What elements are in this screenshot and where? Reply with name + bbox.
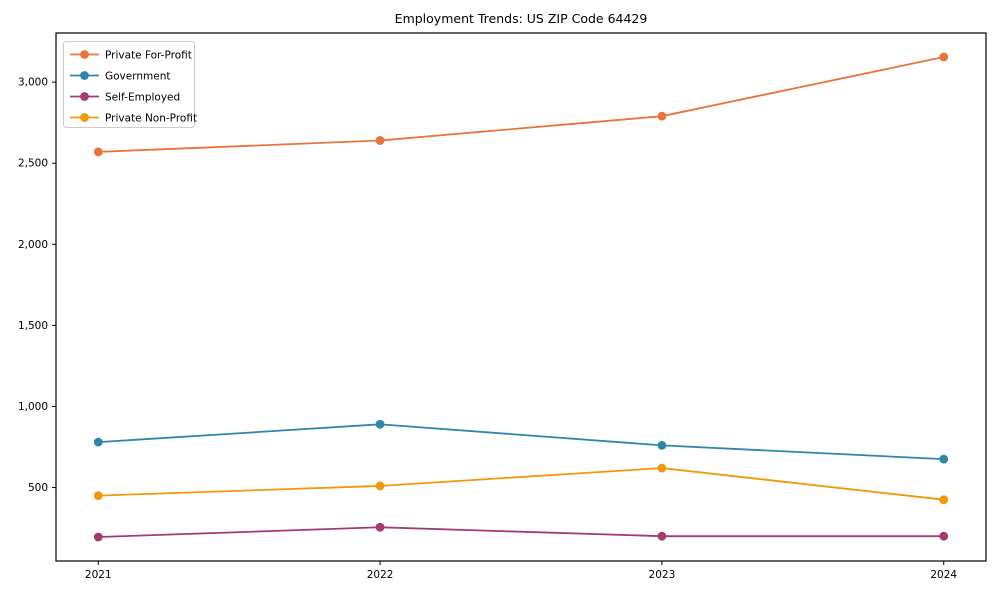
data-point-self-employed-2022 — [375, 522, 385, 532]
data-point-private-for-profit-2024 — [939, 52, 949, 62]
legend-label-private-for-profit: Private For-Profit — [105, 49, 192, 61]
data-point-private-non-profit-2024 — [939, 495, 949, 505]
series-line-private-for-profit — [97, 56, 945, 153]
legend-marker-self-employed — [80, 92, 89, 101]
data-point-private-for-profit-2022 — [375, 136, 385, 145]
y-tick-label: 2,500 — [18, 158, 48, 170]
legend-label-government: Government — [105, 70, 170, 82]
data-point-self-employed-2023 — [657, 531, 667, 541]
data-point-government-2022 — [375, 419, 385, 429]
data-point-self-employed-2021 — [93, 532, 103, 542]
x-tick-label: 2021 — [85, 569, 112, 581]
data-point-private-non-profit-2021 — [93, 491, 103, 501]
data-point-private-for-profit-2021 — [93, 147, 103, 157]
legend-label-private-non-profit: Private Non-Profit — [105, 112, 197, 124]
y-tick-label: 500 — [28, 482, 48, 494]
plot-frame — [55, 32, 987, 562]
series-line-government — [97, 423, 945, 461]
legend-label-self-employed: Self-Employed — [105, 91, 180, 103]
chart-title: Employment Trends: US ZIP Code 64429 — [394, 11, 648, 26]
x-tick-label: 2022 — [367, 569, 394, 581]
legend-marker-private-for-profit — [80, 50, 89, 59]
legend-box — [63, 41, 195, 128]
data-point-private-for-profit-2023 — [657, 111, 667, 121]
legend: Private For-Profit Government Self-Employe… — [63, 41, 197, 128]
legend-marker-government — [80, 71, 89, 80]
y-tick-label: 1,000 — [18, 401, 48, 413]
legend-marker-private-non-profit — [80, 113, 89, 122]
data-point-government-2023 — [657, 440, 667, 450]
y-tick-label: 3,000 — [18, 77, 48, 89]
y-tick-label: 2,000 — [18, 239, 48, 251]
x-tick-label: 2023 — [649, 569, 676, 581]
data-point-private-non-profit-2023 — [657, 463, 667, 473]
x-tick-label: 2024 — [930, 569, 957, 581]
data-point-private-non-profit-2022 — [375, 481, 385, 491]
data-point-government-2024 — [939, 454, 949, 464]
series-line-private-non-profit — [97, 467, 945, 501]
data-point-self-employed-2024 — [939, 531, 949, 541]
y-tick-label: 1,500 — [18, 320, 48, 332]
series-line-self-employed — [97, 526, 945, 538]
data-point-government-2021 — [93, 437, 103, 447]
